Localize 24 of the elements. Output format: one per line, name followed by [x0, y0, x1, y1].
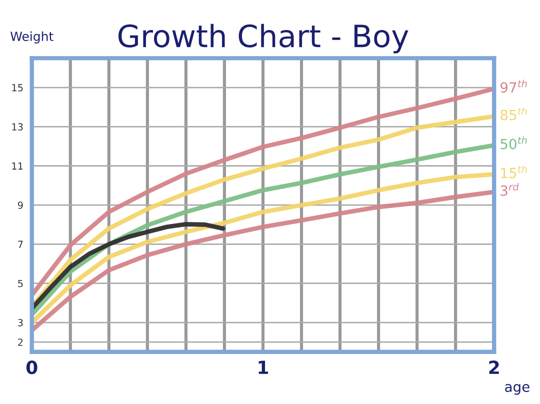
y-tick-label: 3	[18, 318, 23, 326]
series-label: 3$^{rd}$	[500, 182, 519, 196]
x-axis-title: age	[505, 384, 530, 395]
y-tick-label: 11	[12, 162, 23, 170]
line-series	[32, 190, 494, 333]
line-series	[32, 222, 226, 311]
series-label: 50$^{th}$	[500, 136, 527, 150]
y-tick-label: 15	[12, 84, 23, 92]
y-tick-label: 7	[18, 240, 23, 248]
series-label: 85$^{th}$	[500, 107, 527, 120]
x-tick-label: 1	[258, 360, 268, 374]
x-tick-label: 2	[489, 360, 499, 374]
y-tick-label: 9	[18, 202, 23, 209]
y-tick-label: 13	[12, 123, 23, 131]
y-tick-label: 5	[18, 280, 23, 288]
x-tick-label: 0	[26, 360, 38, 374]
chart-title: Growth Chart - Boy	[118, 24, 408, 54]
series-label: 15$^{th}$	[501, 165, 527, 178]
y-tick-label: 2	[18, 338, 23, 346]
series-label: 97$^{th}$	[500, 80, 527, 93]
line-series	[32, 143, 494, 317]
y-axis-title: Weight	[10, 31, 54, 44]
line-series	[32, 86, 494, 298]
line-series	[32, 172, 494, 325]
